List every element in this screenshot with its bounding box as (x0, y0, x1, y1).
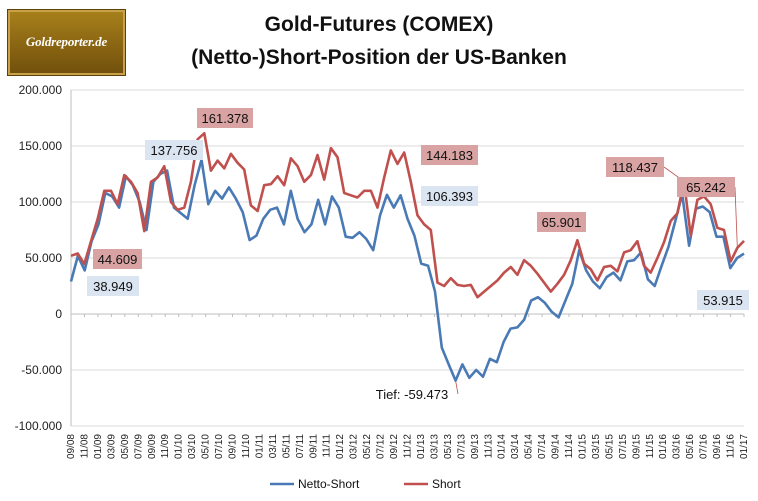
chart-title: Gold-Futures (COMEX) (264, 13, 494, 36)
annotation-leader (734, 186, 738, 248)
annotation-box (145, 140, 203, 160)
x-tick-label: 01/13 (416, 434, 427, 459)
x-tick-label: 05/11 (281, 434, 292, 459)
x-tick-label: 09/16 (712, 434, 723, 459)
x-tick-label: 05/10 (201, 434, 212, 459)
x-tick-label: 03/10 (187, 434, 198, 459)
y-tick-label: -100.000 (15, 419, 63, 433)
x-tick-label: 03/14 (510, 434, 521, 459)
annotation-box (87, 276, 139, 296)
x-tick-label: 01/16 (658, 434, 669, 459)
logo-text: Goldreporter.de (25, 34, 108, 49)
y-tick-label: 200.000 (19, 83, 63, 97)
x-tick-label: 07/16 (699, 434, 710, 459)
x-tick-label: 03/13 (429, 434, 440, 459)
x-tick-label: 01/11 (254, 434, 265, 459)
x-tick-label: 11/16 (726, 434, 737, 459)
x-tick-label: 09/12 (389, 434, 400, 459)
series-line-short (70, 132, 745, 299)
annotation-box (93, 249, 142, 269)
x-tick-label: 01/09 (93, 434, 104, 459)
legend-label: Short (432, 477, 461, 491)
annotation-box (537, 212, 586, 232)
x-tick-label: 11/08 (79, 434, 90, 459)
annotation-label: 53.915 (703, 293, 743, 308)
x-tick-label: 01/17 (739, 434, 750, 459)
legend-label: Netto-Short (298, 477, 360, 491)
x-tick-label: 11/10 (241, 434, 252, 459)
y-tick-label: 150.000 (19, 139, 63, 153)
x-tick-label: 09/08 (66, 434, 77, 459)
annotation-label: 106.393 (426, 189, 473, 204)
annotation-box (421, 186, 478, 206)
annotation-label: 65.242 (686, 180, 726, 195)
x-tick-label: 01/14 (497, 434, 508, 459)
x-tick-label: 11/12 (403, 434, 414, 459)
series-line-netto-short (69, 158, 745, 382)
annotation-label: 137.756 (151, 143, 198, 158)
x-tick-label: 07/11 (295, 434, 306, 459)
annotation-box (697, 290, 749, 310)
annotation-label: 65.901 (542, 215, 582, 230)
x-tick-label: 05/16 (685, 434, 696, 459)
x-tick-label: 09/11 (308, 434, 319, 459)
x-tick-label: 11/14 (564, 434, 575, 459)
x-tick-label: 01/15 (577, 434, 588, 459)
x-tick-label: 05/14 (524, 434, 535, 459)
x-tick-label: 07/10 (214, 434, 225, 459)
x-tick-label: 07/12 (376, 434, 387, 459)
annotation-box (677, 177, 735, 197)
x-tick-label: 09/14 (551, 434, 562, 459)
annotation-label: Tief: -59.473 (376, 387, 449, 402)
annotation-label: 38.949 (93, 279, 133, 294)
x-tick-label: 11/11 (322, 434, 333, 458)
x-tick-label: 05/12 (362, 434, 373, 459)
x-tick-label: 01/10 (174, 434, 185, 459)
x-tick-label: 03/16 (672, 434, 683, 459)
x-tick-label: 09/15 (631, 434, 642, 459)
x-tick-label: 09/13 (470, 434, 481, 459)
x-tick-label: 03/15 (591, 434, 602, 459)
x-tick-label: 05/13 (443, 434, 454, 459)
x-tick-label: 11/09 (160, 434, 171, 459)
chart-subtitle: (Netto-)Short-Position der US-Banken (191, 46, 567, 69)
x-tick-label: 03/11 (268, 434, 279, 459)
annotation-box (421, 145, 478, 165)
x-tick-label: 03/09 (106, 434, 117, 459)
x-tick-label: 07/14 (537, 434, 548, 459)
goldreporter-logo: Goldreporter.de (7, 9, 126, 76)
x-tick-label: 07/13 (456, 434, 467, 459)
annotation-label: 161.378 (202, 111, 249, 126)
x-tick-label: 11/15 (645, 434, 656, 459)
x-tick-label: 05/15 (604, 434, 615, 459)
x-tick-label: 09/09 (147, 434, 158, 459)
annotation-leader (455, 380, 459, 395)
y-tick-label: -50.000 (21, 363, 62, 377)
x-tick-label: 03/12 (349, 434, 360, 459)
annotation-label: 44.609 (98, 252, 138, 267)
x-tick-label: 09/10 (228, 434, 239, 459)
annotation-box (197, 108, 253, 128)
x-tick-label: 07/09 (133, 434, 144, 459)
x-tick-label: 05/09 (120, 434, 131, 459)
x-tick-label: 01/12 (335, 434, 346, 459)
y-tick-label: 100.000 (19, 195, 63, 209)
annotation-label: 118.437 (612, 160, 658, 175)
annotation-label: 144.183 (426, 148, 473, 163)
y-tick-label: 0 (55, 307, 62, 321)
x-tick-label: 07/15 (618, 434, 629, 459)
annotation-box (606, 157, 664, 177)
y-tick-label: 50.000 (25, 251, 62, 265)
x-tick-label: 11/13 (483, 434, 494, 459)
